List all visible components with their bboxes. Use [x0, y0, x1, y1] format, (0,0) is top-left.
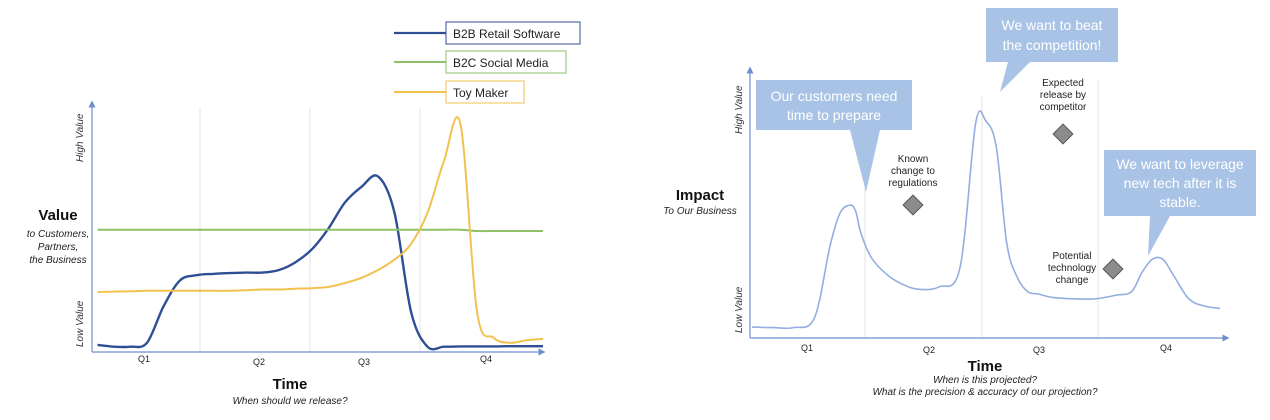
left-y-title: Value [38, 207, 77, 224]
left-chart: High Value Low Value Value to Customers,… [27, 21, 581, 407]
left-x-title: Time [273, 376, 308, 393]
right-x-tick-q2: Q2 [923, 345, 935, 355]
left-high-value-label: High Value [75, 113, 86, 162]
callout-new-tech: We want to leverage new tech after it is… [1104, 150, 1256, 256]
left-x-sub: When should we release? [232, 396, 348, 407]
left-y-sub-2: Partners, [38, 242, 79, 253]
legend-box-toy [445, 80, 525, 104]
callout-customers-line-2: time to prepare [787, 107, 881, 123]
diamond-marker-icon [1052, 123, 1074, 145]
callout-bubble [1104, 150, 1256, 256]
series-line-impact [751, 110, 1221, 330]
right-high-value-label: High Value [734, 85, 745, 134]
left-x-tick-q1: Q1 [138, 354, 150, 364]
callout-competition-line-2: the competition! [1003, 37, 1102, 53]
diamond-marker-icon [902, 194, 924, 216]
right-x-tick-q4: Q4 [1160, 343, 1172, 353]
right-x-tick-q1: Q1 [801, 343, 813, 353]
right-x-sub-1: When is this projected? [933, 375, 1037, 386]
right-y-title: Impact [676, 187, 724, 204]
right-x-title: Time [968, 358, 1003, 375]
legend-label-b2c: B2C Social Media [453, 56, 549, 70]
note-technology: Potential technology change [1048, 251, 1124, 286]
series-line-toy-maker [97, 116, 544, 344]
right-low-value-label: Low Value [734, 286, 745, 333]
note-competitor-line-1: Expected [1042, 78, 1084, 89]
legend-label-toy: Toy Maker [453, 86, 508, 100]
callout-new-tech-line-3: stable. [1159, 194, 1200, 210]
left-x-tick-q2: Q2 [253, 357, 265, 367]
callout-new-tech-line-1: We want to leverage [1116, 156, 1244, 172]
note-competitor-line-3: competitor [1040, 102, 1087, 113]
diamond-marker-icon [1102, 258, 1124, 280]
note-competitor: Expected release by competitor [1040, 78, 1087, 145]
legend-box-b2b [445, 21, 581, 45]
note-technology-line-3: change [1056, 275, 1089, 286]
legend: B2B Retail Software B2C Social Media Toy… [394, 21, 581, 104]
left-low-value-label: Low Value [75, 300, 86, 347]
callout-new-tech-line-2: new tech after it is [1124, 175, 1237, 191]
right-y-sub: To Our Business [663, 206, 737, 217]
note-regulations-line-1: Known [898, 154, 929, 165]
right-x-sub-2: What is the precision & accuracy of our … [872, 387, 1098, 398]
note-regulations-line-3: regulations [889, 178, 938, 189]
left-x-tick-q4: Q4 [480, 354, 492, 364]
note-regulations-line-2: change to [891, 166, 935, 177]
legend-box-b2c [445, 50, 567, 74]
callout-customers: Our customers need time to prepare [756, 80, 912, 192]
callout-customers-line-1: Our customers need [771, 88, 898, 104]
left-y-sub-3: the Business [29, 255, 86, 266]
series-line-b2c-social-media [97, 228, 543, 233]
callout-bubble [756, 80, 912, 192]
right-chart: High Value Low Value Impact To Our Busin… [663, 8, 1256, 398]
callout-bubble [986, 8, 1118, 92]
note-technology-line-1: Potential [1053, 251, 1092, 262]
callout-competition-line-1: We want to beat [1002, 17, 1103, 33]
note-technology-line-2: technology [1048, 263, 1096, 274]
left-y-sub-1: to Customers, [27, 229, 89, 240]
right-x-tick-q3: Q3 [1033, 345, 1045, 355]
legend-label-b2b: B2B Retail Software [453, 27, 561, 41]
note-regulations: Known change to regulations [889, 154, 938, 216]
series-line-b2b-retail-software [97, 174, 543, 351]
note-competitor-line-2: release by [1040, 90, 1086, 101]
left-x-tick-q3: Q3 [358, 357, 370, 367]
callout-competition: We want to beat the competition! [986, 8, 1118, 92]
